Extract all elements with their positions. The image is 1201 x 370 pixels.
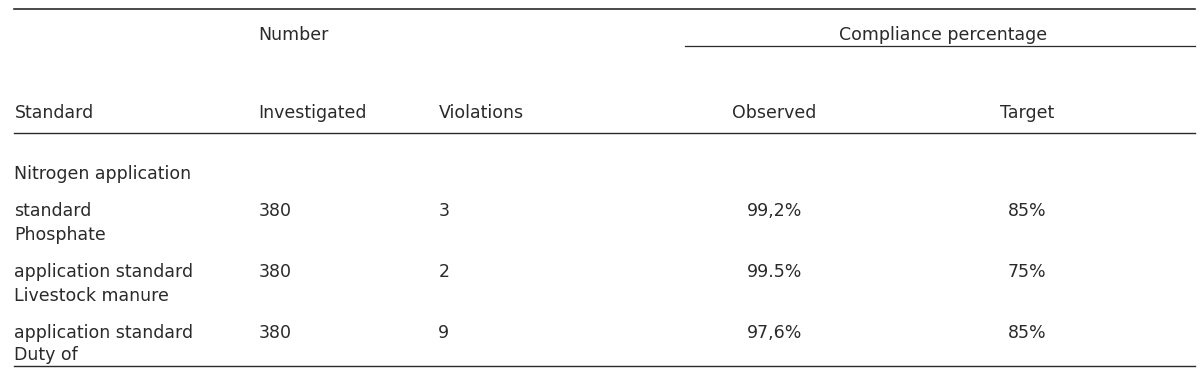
Text: Investigated: Investigated bbox=[258, 104, 366, 122]
Text: 97,6%: 97,6% bbox=[747, 324, 802, 342]
Text: 380: 380 bbox=[258, 263, 291, 281]
Text: Target: Target bbox=[999, 104, 1054, 122]
Text: Livestock manure: Livestock manure bbox=[14, 287, 169, 305]
Text: Phosphate: Phosphate bbox=[14, 226, 106, 244]
Text: 3: 3 bbox=[438, 202, 449, 220]
Text: 99,2%: 99,2% bbox=[747, 202, 802, 220]
Text: application standard: application standard bbox=[14, 324, 193, 342]
Text: Compliance percentage: Compliance percentage bbox=[838, 26, 1047, 44]
Text: 85%: 85% bbox=[1008, 202, 1046, 220]
Text: Number: Number bbox=[258, 26, 329, 44]
Text: Duty of: Duty of bbox=[14, 346, 78, 364]
Text: 99.5%: 99.5% bbox=[747, 263, 802, 281]
Text: Violations: Violations bbox=[438, 104, 524, 122]
Text: 380: 380 bbox=[258, 202, 291, 220]
Text: 2: 2 bbox=[438, 263, 449, 281]
Text: 85%: 85% bbox=[1008, 324, 1046, 342]
Text: standard: standard bbox=[14, 202, 91, 220]
Text: Standard: Standard bbox=[14, 104, 94, 122]
Text: Nitrogen application: Nitrogen application bbox=[14, 165, 191, 183]
Text: Observed: Observed bbox=[733, 104, 817, 122]
Text: application standard: application standard bbox=[14, 263, 193, 281]
Text: 380: 380 bbox=[258, 324, 291, 342]
Text: 75%: 75% bbox=[1008, 263, 1046, 281]
Text: 9: 9 bbox=[438, 324, 449, 342]
